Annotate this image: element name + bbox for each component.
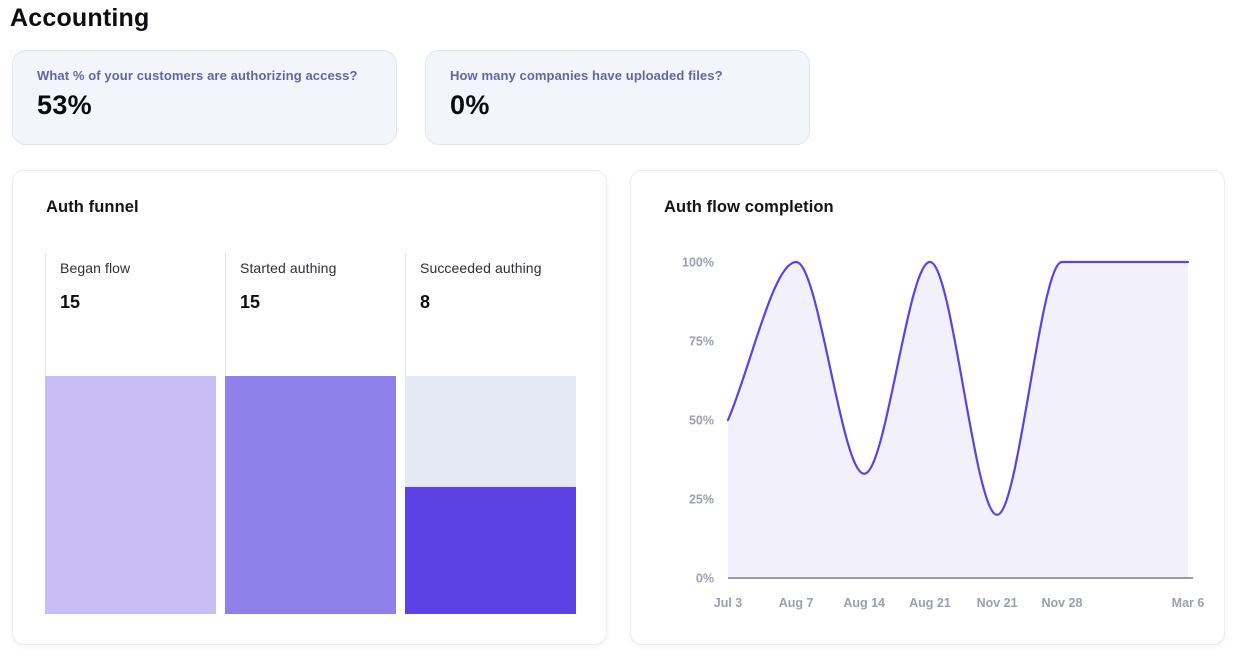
auth-funnel-chart: Began flow 15 Started authing 15	[45, 253, 576, 614]
x-axis-tick-label: Mar 6	[1172, 596, 1205, 610]
y-axis-tick-label: 25%	[689, 493, 714, 507]
y-axis-tick-label: 0%	[696, 572, 714, 586]
stat-value: 0%	[450, 90, 490, 120]
stat-question: What % of your customers are authorizing…	[37, 68, 358, 83]
auth-funnel-card: Auth funnel Began flow 15 Started authin…	[12, 170, 607, 645]
y-axis-tick-label: 100%	[682, 256, 714, 270]
funnel-step-label: Started authing	[240, 260, 337, 276]
funnel-step-value: 8	[420, 292, 431, 312]
stat-question: How many companies have uploaded files?	[450, 68, 723, 83]
x-axis-tick-label: Nov 28	[1041, 596, 1082, 610]
funnel-bar-track	[405, 376, 576, 614]
x-axis-tick-label: Aug 14	[843, 596, 885, 610]
stat-value: 53%	[37, 90, 92, 120]
funnel-bar	[405, 487, 576, 614]
y-axis-tick-label: 75%	[689, 335, 714, 349]
stat-cards-row: What % of your customers are authorizing…	[12, 50, 810, 145]
stat-card-authorizing-access: What % of your customers are authorizing…	[12, 50, 397, 145]
funnel-step-label: Began flow	[60, 260, 131, 276]
funnel-step-value: 15	[240, 292, 261, 312]
x-axis-tick-label: Aug 7	[779, 596, 814, 610]
funnel-step-succeeded-authing: Succeeded authing 8	[405, 253, 576, 614]
completion-area-fill	[728, 262, 1188, 578]
y-axis-tick-label: 50%	[689, 414, 714, 428]
funnel-bar-track	[45, 376, 216, 614]
stat-card-uploaded-files: How many companies have uploaded files? …	[425, 50, 810, 145]
auth-flow-completion-title: Auth flow completion	[664, 198, 834, 216]
auth-flow-completion-chart: 0% 25% 50% 75% 100% Jul 3 Aug 7 Aug 14 Aug 21 Nov…	[682, 256, 1205, 611]
funnel-step-label: Succeeded authing	[420, 260, 542, 276]
auth-funnel-title: Auth funnel	[46, 198, 139, 216]
funnel-step-began-flow: Began flow 15	[45, 253, 216, 614]
x-axis-tick-label: Jul 3	[714, 596, 743, 610]
x-axis-tick-label: Nov 21	[977, 596, 1018, 610]
funnel-bar-track	[225, 376, 396, 614]
funnel-step-header: Succeeded authing 8	[405, 253, 576, 376]
funnel-step-header: Began flow 15	[45, 253, 216, 376]
funnel-bar	[45, 376, 216, 614]
auth-flow-completion-card: Auth flow completion 0% 25% 50% 75% 100% Jul …	[630, 170, 1225, 645]
funnel-bar	[225, 376, 396, 614]
completion-line	[726, 260, 1190, 516]
page-title: Accounting	[10, 4, 150, 32]
funnel-step-value: 15	[60, 292, 81, 312]
charts-row: Auth funnel Began flow 15 Started authin…	[12, 170, 1225, 645]
funnel-step-header: Started authing 15	[225, 253, 396, 376]
funnel-step-started-authing: Started authing 15	[225, 253, 396, 614]
x-axis-tick-label: Aug 21	[909, 596, 951, 610]
